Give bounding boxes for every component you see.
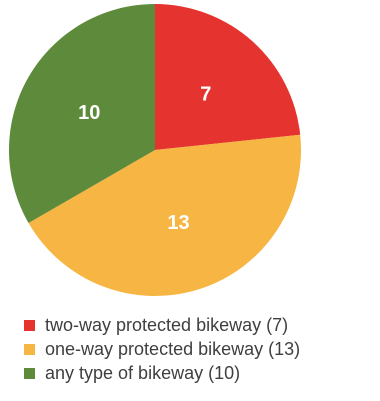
legend-label-any-type: any type of bikeway (10) — [45, 362, 241, 383]
pie-slice-two-way — [155, 4, 301, 150]
legend-swatch-one-way — [24, 343, 35, 355]
slice-value-label-two-way: 7 — [200, 84, 211, 106]
legend-label-two-way: two-way protected bikeway (7) — [45, 314, 289, 335]
slice-value-label-one-way: 13 — [167, 212, 189, 234]
legend-swatch-any-type — [24, 367, 35, 379]
legend-label-one-way: one-way protected bikeway (13) — [45, 338, 301, 359]
legend-item-any-type: any type of bikeway (10) — [24, 361, 374, 385]
pie-slice-any-type — [9, 4, 156, 223]
pie-slice-one-way — [28, 134, 301, 297]
legend-item-one-way: one-way protected bikeway (13) — [24, 337, 374, 361]
legend-swatch-two-way — [24, 319, 35, 331]
legend-item-two-way: two-way protected bikeway (7) — [24, 313, 374, 337]
pie-chart: 7 13 10 — [9, 4, 301, 297]
legend: two-way protected bikeway (7) one-way pr… — [24, 313, 374, 385]
slice-value-label-any-type: 10 — [78, 102, 100, 124]
